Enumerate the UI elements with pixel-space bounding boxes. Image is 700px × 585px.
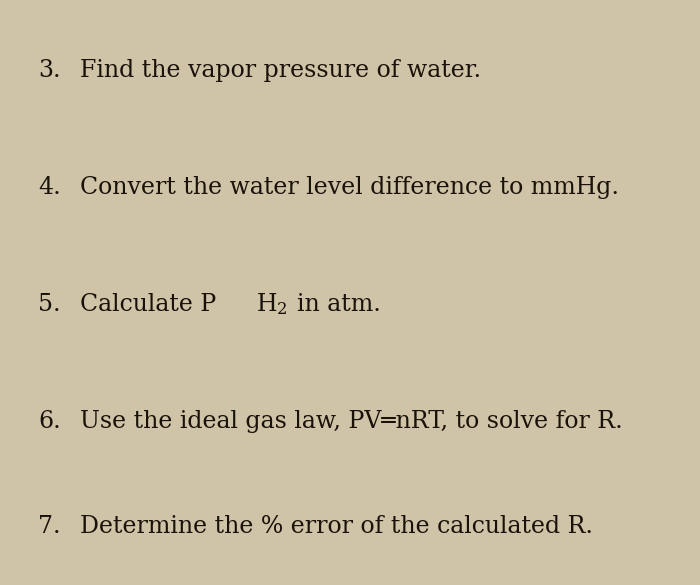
Text: Determine the % error of the calculated R.: Determine the % error of the calculated … <box>80 515 594 538</box>
Text: H$_2$: H$_2$ <box>256 291 288 317</box>
Text: Use the ideal gas law, PV═nRT, to solve for R.: Use the ideal gas law, PV═nRT, to solve … <box>80 410 623 433</box>
Text: 5.: 5. <box>38 292 61 316</box>
Text: 6.: 6. <box>38 410 62 433</box>
Text: Calculate P: Calculate P <box>80 292 217 316</box>
Text: Find the vapor pressure of water.: Find the vapor pressure of water. <box>80 58 482 82</box>
Text: 7.: 7. <box>38 515 61 538</box>
Text: 3.: 3. <box>38 58 61 82</box>
Text: Convert the water level difference to mmHg.: Convert the water level difference to mm… <box>80 176 620 199</box>
Text: 4.: 4. <box>38 176 62 199</box>
Text: in atm.: in atm. <box>298 292 381 316</box>
